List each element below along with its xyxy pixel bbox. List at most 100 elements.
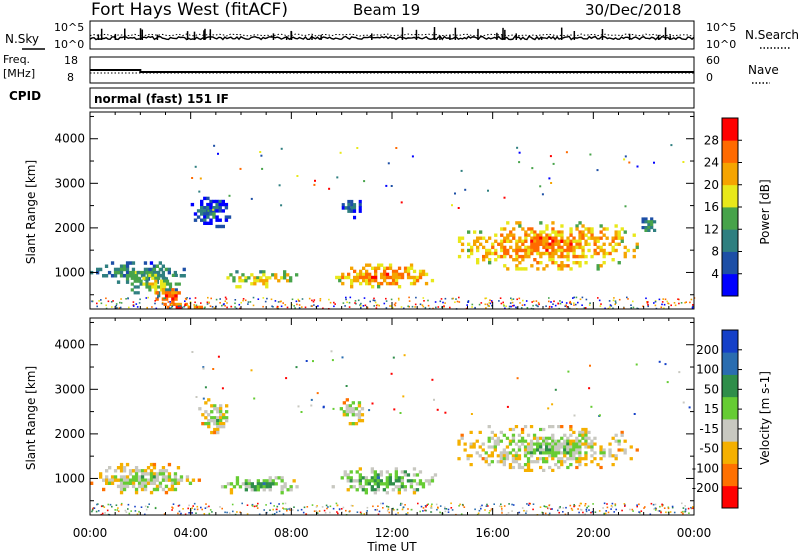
heatmap-cell <box>421 269 426 274</box>
heatmap-cell <box>222 416 226 420</box>
heatmap-cell <box>602 251 606 256</box>
heatmap-cell <box>370 488 374 492</box>
heatmap-cell <box>336 176 339 179</box>
heatmap-cell <box>590 439 594 443</box>
heatmap-cell <box>603 502 606 505</box>
heatmap-cell <box>353 275 357 280</box>
heatmap-cell <box>196 305 200 309</box>
heatmap-cell <box>589 302 591 304</box>
heatmap-cell <box>174 282 178 286</box>
heatmap-cell <box>171 506 173 509</box>
heatmap-cell <box>354 302 356 304</box>
heatmap-cell <box>490 508 493 510</box>
heatmap-cell <box>502 454 506 458</box>
heatmap-cell <box>100 302 103 305</box>
heatmap-cell <box>581 251 585 256</box>
heatmap-cell <box>677 298 679 300</box>
heatmap-cell <box>105 469 109 473</box>
heatmap-cell <box>476 236 480 240</box>
heatmap-cell <box>119 475 124 479</box>
colorbar-segment <box>722 396 738 420</box>
heatmap-cell <box>345 385 348 387</box>
heatmap-cell <box>176 478 181 482</box>
heatmap-cell <box>548 451 552 455</box>
heatmap-cell <box>493 433 497 437</box>
heatmap-cell <box>371 266 375 270</box>
heatmap-cell <box>280 485 284 489</box>
heatmap-cell <box>498 300 500 302</box>
heatmap-cell <box>523 509 525 512</box>
heatmap-cell <box>347 275 351 280</box>
heatmap-cell <box>558 507 561 509</box>
heatmap-cell <box>515 264 519 268</box>
heatmap-cell <box>512 227 516 231</box>
heatmap-cell <box>460 236 465 240</box>
heatmap-cell <box>678 371 681 374</box>
heatmap-cell <box>247 482 251 486</box>
heatmap-cell <box>385 479 389 483</box>
heatmap-cell <box>171 288 175 292</box>
heatmap-cell <box>511 454 516 458</box>
heatmap-cell <box>268 485 272 489</box>
heatmap-cell <box>479 242 483 246</box>
heatmap-cell <box>451 204 453 207</box>
heatmap-cell <box>96 302 98 305</box>
heatmap-cell <box>194 297 197 299</box>
heatmap-cell <box>111 505 113 508</box>
heatmap-cell <box>457 239 462 243</box>
heatmap-cell <box>206 206 210 210</box>
heatmap-cell <box>149 478 154 482</box>
heatmap-cell <box>593 451 597 455</box>
heatmap-cell <box>409 275 414 280</box>
heatmap-cell <box>532 304 534 307</box>
heatmap-cell <box>461 503 464 506</box>
heatmap-cell <box>506 267 510 271</box>
heatmap-cell <box>257 298 260 300</box>
heatmap-cell <box>119 264 124 268</box>
heatmap-cell <box>503 248 507 253</box>
heatmap-cell <box>615 302 617 304</box>
heatmap-cell <box>551 258 555 262</box>
heatmap-cell <box>408 305 410 308</box>
heatmap-cell <box>575 448 579 452</box>
heatmap-cell <box>545 264 549 268</box>
heatmap-cell <box>467 301 470 303</box>
heatmap-cell <box>530 248 534 253</box>
heatmap-cell <box>491 245 495 250</box>
heatmap-cell <box>654 503 657 506</box>
heatmap-cell <box>526 307 529 309</box>
heatmap-cell <box>632 248 636 253</box>
heatmap-cell <box>283 482 287 486</box>
heatmap-cell <box>575 465 579 470</box>
heatmap-cell <box>536 251 540 256</box>
heatmap-cell <box>529 502 531 505</box>
heatmap-cell <box>566 436 570 440</box>
heatmap-cell <box>617 242 621 246</box>
heatmap-cell <box>551 508 553 510</box>
heatmap-cell <box>346 488 350 492</box>
heatmap-cell <box>264 300 267 303</box>
heatmap-cell <box>415 278 420 283</box>
heatmap-cell <box>457 439 461 443</box>
heatmap-cell <box>548 445 552 449</box>
heatmap-cell <box>599 224 603 228</box>
heatmap-cell <box>578 504 581 507</box>
heatmap-cell <box>130 282 134 286</box>
heatmap-cell <box>557 239 561 243</box>
heatmap-cell <box>650 220 654 224</box>
heatmap-cell <box>128 481 133 485</box>
heatmap-cell <box>167 487 172 492</box>
heatmap-cell <box>524 245 528 250</box>
heatmap-cell <box>548 305 551 308</box>
heatmap-cell <box>291 298 294 301</box>
heatmap-cell <box>418 272 423 277</box>
heatmap-cell <box>689 301 691 304</box>
heatmap-cell <box>116 484 121 489</box>
heatmap-cell <box>584 457 588 461</box>
colorbar-tick-label: 24 <box>704 156 719 170</box>
heatmap-cell <box>146 466 151 470</box>
heatmap-cell <box>373 305 375 307</box>
heatmap-cell <box>609 304 612 306</box>
heatmap-cell <box>665 511 667 514</box>
heatmap-cell <box>605 227 609 231</box>
